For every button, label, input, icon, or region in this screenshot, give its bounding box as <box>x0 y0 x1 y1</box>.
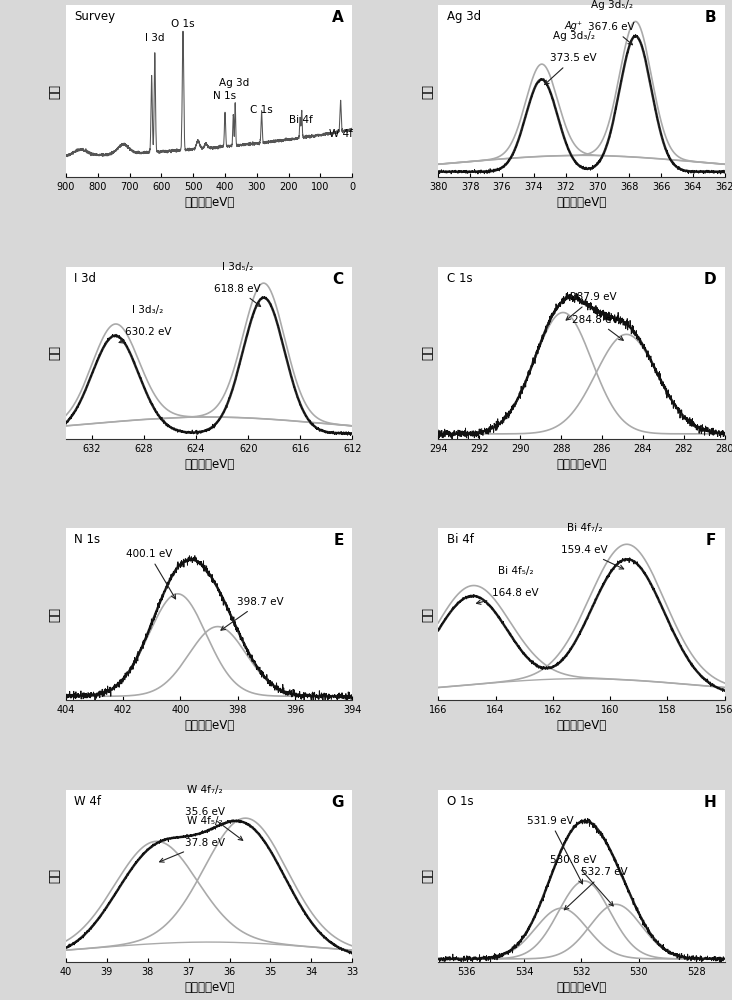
Text: 287.9 eV: 287.9 eV <box>566 292 617 320</box>
Y-axis label: 强度: 强度 <box>421 84 434 99</box>
Text: Ag 3d: Ag 3d <box>447 10 481 23</box>
Text: A: A <box>332 10 344 25</box>
Text: Bi 4f: Bi 4f <box>288 115 313 125</box>
X-axis label: 结合能（eV）: 结合能（eV） <box>184 458 234 471</box>
Text: I 3d₃/₂: I 3d₃/₂ <box>132 305 163 315</box>
Y-axis label: 强度: 强度 <box>49 345 61 360</box>
Y-axis label: 强度: 强度 <box>421 607 434 622</box>
Text: 35.6 eV: 35.6 eV <box>185 807 243 840</box>
Text: H: H <box>703 795 716 810</box>
Y-axis label: 强度: 强度 <box>421 868 434 883</box>
Text: 367.6 eV: 367.6 eV <box>589 22 635 45</box>
X-axis label: 结合能（eV）: 结合能（eV） <box>556 196 607 209</box>
Text: O 1s: O 1s <box>447 795 474 808</box>
X-axis label: 结合能（eV）: 结合能（eV） <box>184 196 234 209</box>
Text: W 4f: W 4f <box>75 795 102 808</box>
X-axis label: 结合能（eV）: 结合能（eV） <box>184 981 234 994</box>
Text: N 1s: N 1s <box>214 91 236 101</box>
Text: 37.8 eV: 37.8 eV <box>160 838 225 862</box>
Text: 398.7 eV: 398.7 eV <box>221 597 284 630</box>
Y-axis label: 强度: 强度 <box>421 345 434 360</box>
Text: Survey: Survey <box>75 10 116 23</box>
Text: Bi 4f₅/₂: Bi 4f₅/₂ <box>498 566 534 576</box>
Text: F: F <box>706 533 716 548</box>
Text: Ag⁺: Ag⁺ <box>564 21 583 31</box>
Text: I 3d: I 3d <box>75 272 97 285</box>
Text: N 1s: N 1s <box>75 533 100 546</box>
Text: Bi 4f: Bi 4f <box>447 533 474 546</box>
Text: 164.8 eV: 164.8 eV <box>477 588 539 604</box>
Y-axis label: 强度: 强度 <box>49 607 61 622</box>
Text: C: C <box>332 272 344 287</box>
Text: O 1s: O 1s <box>171 19 195 29</box>
Y-axis label: 强度: 强度 <box>49 868 61 883</box>
Text: G: G <box>331 795 344 810</box>
Text: Ag 3d: Ag 3d <box>220 78 250 88</box>
Text: Bi 4f₇/₂: Bi 4f₇/₂ <box>567 523 602 533</box>
X-axis label: 结合能（eV）: 结合能（eV） <box>184 719 234 732</box>
Text: 630.2 eV: 630.2 eV <box>119 327 171 343</box>
Text: 284.8 eV: 284.8 eV <box>572 315 623 340</box>
Text: 159.4 eV: 159.4 eV <box>561 545 624 569</box>
Text: 532.7 eV: 532.7 eV <box>564 867 627 910</box>
Text: I 3d: I 3d <box>145 33 164 43</box>
Text: E: E <box>333 533 344 548</box>
Text: 618.8 eV: 618.8 eV <box>214 284 261 306</box>
Text: D: D <box>703 272 716 287</box>
Text: W 4f₅/₂: W 4f₅/₂ <box>187 816 223 826</box>
Text: Ag 3d₃/₂: Ag 3d₃/₂ <box>553 31 594 41</box>
Text: 400.1 eV: 400.1 eV <box>126 549 176 599</box>
Text: C 1s: C 1s <box>447 272 472 285</box>
Text: I 3d₅/₂: I 3d₅/₂ <box>222 262 253 272</box>
Text: W 4f: W 4f <box>329 129 353 139</box>
X-axis label: 结合能（eV）: 结合能（eV） <box>556 981 607 994</box>
Text: Ag 3d₅/₂: Ag 3d₅/₂ <box>591 0 632 10</box>
Text: 531.9 eV: 531.9 eV <box>526 816 583 884</box>
X-axis label: 结合能（eV）: 结合能（eV） <box>556 458 607 471</box>
Text: B: B <box>704 10 716 25</box>
Y-axis label: 强度: 强度 <box>49 84 61 99</box>
X-axis label: 结合能（eV）: 结合能（eV） <box>556 719 607 732</box>
Text: 373.5 eV: 373.5 eV <box>545 53 597 85</box>
Text: C 1s: C 1s <box>250 105 272 115</box>
Text: 530.8 eV: 530.8 eV <box>550 855 613 906</box>
Text: W 4f₇/₂: W 4f₇/₂ <box>187 785 223 795</box>
